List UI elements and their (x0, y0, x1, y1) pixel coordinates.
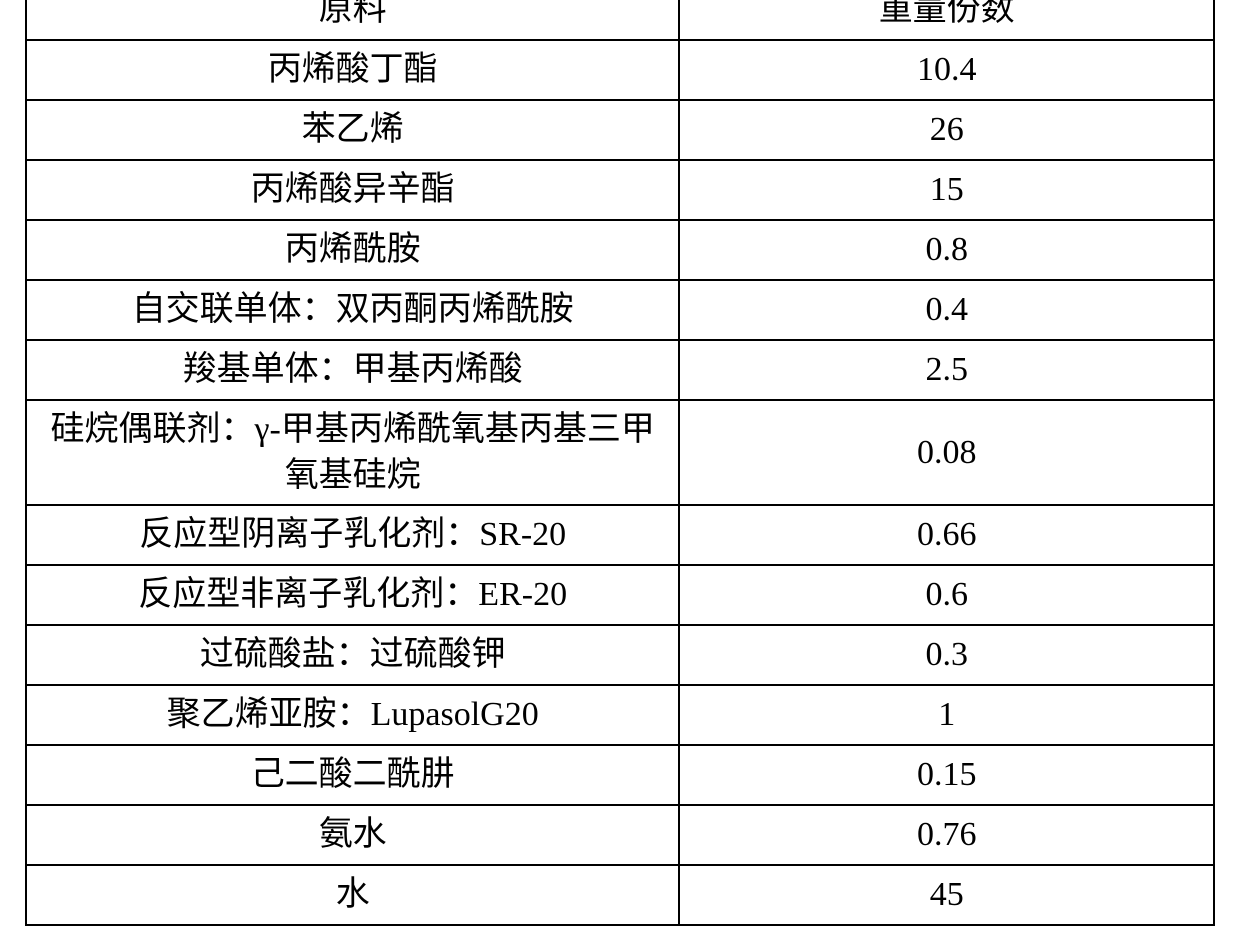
column-header-material: 原料 (26, 0, 679, 40)
cell-material: 反应型非离子乳化剂：ER-20 (26, 565, 679, 625)
cell-material: 硅烷偶联剂：γ-甲基丙烯酰氧基丙基三甲氧基硅烷 (26, 400, 679, 506)
table-row: 丙烯酸丁酯 10.4 (26, 40, 1214, 100)
table-header-row: 原料 重量份数 (26, 0, 1214, 40)
cell-value: 0.6 (679, 565, 1214, 625)
cell-value: 2.5 (679, 340, 1214, 400)
table-row: 硅烷偶联剂：γ-甲基丙烯酰氧基丙基三甲氧基硅烷 0.08 (26, 400, 1214, 506)
cell-material: 过硫酸盐：过硫酸钾 (26, 625, 679, 685)
table-row: 反应型阴离子乳化剂：SR-20 0.66 (26, 505, 1214, 565)
cell-material: 羧基单体：甲基丙烯酸 (26, 340, 679, 400)
table-row: 丙烯酸异辛酯 15 (26, 160, 1214, 220)
cell-value: 15 (679, 160, 1214, 220)
cell-value: 0.8 (679, 220, 1214, 280)
cell-value: 0.76 (679, 805, 1214, 865)
table-row: 水 45 (26, 865, 1214, 925)
cell-material: 丙烯酰胺 (26, 220, 679, 280)
table-row: 羧基单体：甲基丙烯酸 2.5 (26, 340, 1214, 400)
cell-material: 丙烯酸异辛酯 (26, 160, 679, 220)
cell-value: 10.4 (679, 40, 1214, 100)
cell-material: 自交联单体：双丙酮丙烯酰胺 (26, 280, 679, 340)
table-row: 氨水 0.76 (26, 805, 1214, 865)
table-row: 过硫酸盐：过硫酸钾 0.3 (26, 625, 1214, 685)
table-row: 自交联单体：双丙酮丙烯酰胺 0.4 (26, 280, 1214, 340)
materials-table-container: 原料 重量份数 丙烯酸丁酯 10.4 苯乙烯 26 丙烯酸异辛酯 15 丙烯酰胺… (25, 0, 1215, 926)
table-row: 苯乙烯 26 (26, 100, 1214, 160)
cell-material: 水 (26, 865, 679, 925)
table-row: 己二酸二酰肼 0.15 (26, 745, 1214, 805)
column-header-value: 重量份数 (679, 0, 1214, 40)
table-row: 反应型非离子乳化剂：ER-20 0.6 (26, 565, 1214, 625)
cell-material: 丙烯酸丁酯 (26, 40, 679, 100)
cell-material: 苯乙烯 (26, 100, 679, 160)
cell-material: 反应型阴离子乳化剂：SR-20 (26, 505, 679, 565)
cell-material: 己二酸二酰肼 (26, 745, 679, 805)
cell-value: 1 (679, 685, 1214, 745)
cell-value: 0.08 (679, 400, 1214, 506)
cell-value: 0.15 (679, 745, 1214, 805)
cell-value: 26 (679, 100, 1214, 160)
table-row: 丙烯酰胺 0.8 (26, 220, 1214, 280)
cell-value: 0.66 (679, 505, 1214, 565)
cell-value: 0.4 (679, 280, 1214, 340)
cell-value: 0.3 (679, 625, 1214, 685)
table-row: 聚乙烯亚胺：LupasolG20 1 (26, 685, 1214, 745)
materials-table: 原料 重量份数 丙烯酸丁酯 10.4 苯乙烯 26 丙烯酸异辛酯 15 丙烯酰胺… (25, 0, 1215, 926)
cell-material: 氨水 (26, 805, 679, 865)
cell-value: 45 (679, 865, 1214, 925)
cell-material: 聚乙烯亚胺：LupasolG20 (26, 685, 679, 745)
